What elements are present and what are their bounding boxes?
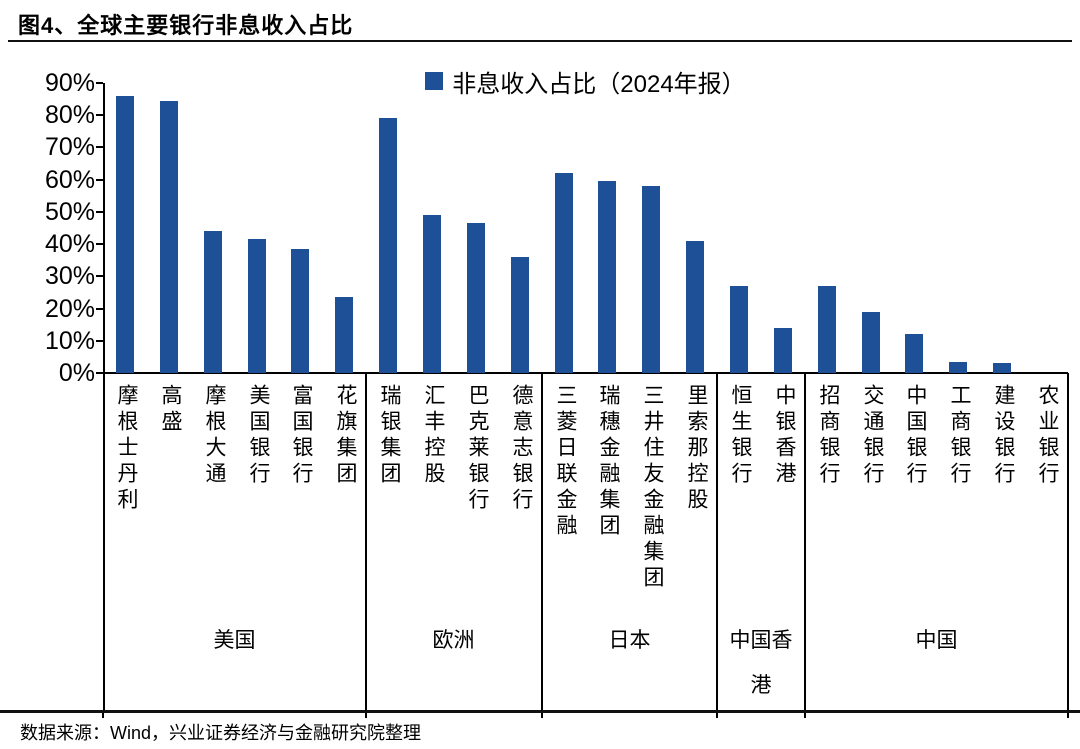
source-note: 数据来源：Wind，兴业证券经济与金融研究院整理 bbox=[20, 723, 422, 743]
region-label-text: 日本 bbox=[608, 629, 651, 652]
bar bbox=[730, 286, 748, 373]
category-box-right-border bbox=[1067, 373, 1069, 711]
bar bbox=[467, 223, 485, 373]
region-label-text: 美国 bbox=[213, 629, 256, 652]
bank-label: 中银香港 bbox=[773, 384, 796, 488]
bank-label: 汇丰控股 bbox=[422, 384, 445, 488]
group-tick bbox=[804, 711, 806, 718]
bank-label: 富国银行 bbox=[290, 384, 313, 488]
y-axis-line bbox=[103, 83, 105, 711]
legend-swatch bbox=[425, 72, 444, 90]
y-tick bbox=[96, 114, 103, 116]
figure-title: 图4、全球主要银行非息收入占比 bbox=[18, 13, 354, 38]
y-tick bbox=[96, 275, 103, 277]
bar bbox=[379, 118, 397, 373]
bar bbox=[160, 101, 178, 373]
bank-label: 交通银行 bbox=[861, 384, 884, 488]
region-label: 美国 bbox=[103, 618, 366, 663]
figure-bottom-divider bbox=[0, 710, 1080, 713]
y-tick-label: 80% bbox=[44, 101, 95, 129]
y-tick-label: 90% bbox=[44, 69, 95, 97]
bar bbox=[598, 181, 616, 373]
bank-label: 农业银行 bbox=[1036, 384, 1059, 488]
bank-label: 瑞穗金融集团 bbox=[597, 384, 620, 540]
bank-label: 摩根士丹利 bbox=[115, 384, 138, 514]
bank-label: 德意志银行 bbox=[510, 384, 533, 514]
y-tick-label: 60% bbox=[44, 166, 95, 194]
bar bbox=[511, 257, 529, 373]
bank-label: 工商银行 bbox=[948, 384, 971, 488]
region-label-text: 中国 bbox=[915, 629, 958, 652]
y-tick bbox=[96, 308, 103, 310]
y-tick-label: 50% bbox=[44, 198, 95, 226]
bar bbox=[335, 297, 353, 373]
bank-label: 里索那控股 bbox=[685, 384, 708, 514]
group-tick bbox=[1067, 711, 1069, 718]
bank-label: 三菱日联金融 bbox=[554, 384, 577, 540]
bar bbox=[862, 312, 880, 373]
group-separator bbox=[716, 373, 718, 711]
group-tick bbox=[102, 711, 104, 718]
title-divider bbox=[8, 40, 1072, 42]
group-tick bbox=[716, 711, 718, 718]
bar bbox=[116, 96, 134, 373]
y-tick bbox=[96, 372, 103, 374]
bar bbox=[993, 363, 1011, 373]
bar bbox=[818, 286, 836, 373]
bank-label: 美国银行 bbox=[247, 384, 270, 488]
bar bbox=[423, 215, 441, 373]
bar bbox=[686, 241, 704, 373]
bar bbox=[555, 173, 573, 373]
y-tick-label: 10% bbox=[44, 327, 95, 355]
group-tick bbox=[365, 711, 367, 718]
region-label: 中国 bbox=[805, 618, 1068, 663]
bank-label: 恒生银行 bbox=[729, 384, 752, 488]
group-tick bbox=[541, 711, 543, 718]
group-separator bbox=[804, 373, 806, 711]
region-label: 欧洲 bbox=[366, 618, 541, 663]
group-separator bbox=[365, 373, 367, 711]
y-tick bbox=[96, 211, 103, 213]
y-tick bbox=[96, 179, 103, 181]
y-tick bbox=[96, 146, 103, 148]
region-label: 日本 bbox=[542, 618, 717, 663]
bank-label: 摩根大通 bbox=[203, 384, 226, 488]
group-separator bbox=[541, 373, 543, 711]
y-tick bbox=[96, 243, 103, 245]
bank-label: 招商银行 bbox=[817, 384, 840, 488]
bank-label: 高盛 bbox=[159, 384, 182, 436]
y-tick bbox=[96, 340, 103, 342]
region-label: 中国香港 bbox=[717, 618, 805, 708]
bank-label: 巴克莱银行 bbox=[466, 384, 489, 514]
bank-label: 中国银行 bbox=[904, 384, 927, 488]
bank-label: 建设银行 bbox=[992, 384, 1015, 488]
bank-label: 瑞银集团 bbox=[378, 384, 401, 488]
bar bbox=[291, 249, 309, 373]
x-axis-line bbox=[103, 372, 1068, 374]
bank-label: 三井住友金融集团 bbox=[641, 384, 664, 592]
region-label-text: 中国香港 bbox=[729, 629, 793, 697]
y-tick-label: 70% bbox=[44, 133, 95, 161]
bar bbox=[949, 362, 967, 373]
bar bbox=[905, 334, 923, 373]
y-tick bbox=[96, 82, 103, 84]
bar bbox=[248, 239, 266, 373]
legend-label: 非息收入占比（2024年报） bbox=[452, 70, 746, 98]
y-tick-label: 40% bbox=[44, 230, 95, 258]
y-tick-label: 0% bbox=[58, 359, 95, 387]
bar bbox=[774, 328, 792, 373]
bank-label: 花旗集团 bbox=[334, 384, 357, 488]
legend: 非息收入占比（2024年报） bbox=[103, 66, 1068, 98]
bar bbox=[642, 186, 660, 373]
y-tick-label: 30% bbox=[44, 262, 95, 290]
region-label-text: 欧洲 bbox=[432, 629, 475, 652]
bar bbox=[204, 231, 222, 373]
y-tick-label: 20% bbox=[44, 295, 95, 323]
